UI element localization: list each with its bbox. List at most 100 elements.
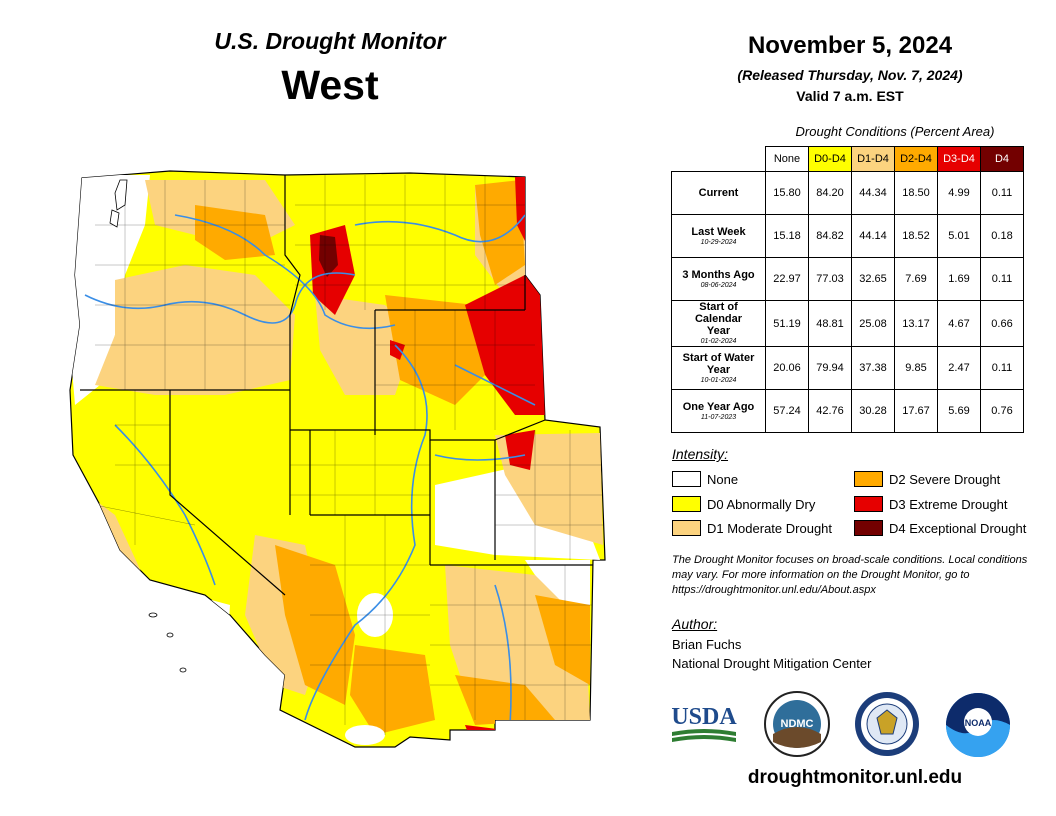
drought-map — [69, 170, 606, 748]
area-d2 — [385, 295, 495, 405]
table-cell: 9.85 — [894, 346, 938, 390]
table-header-row: None D0-D4 D1-D4 D2-D4 D3-D4 D4 — [671, 146, 1024, 172]
table-cell: 37.38 — [851, 346, 895, 390]
legend-label: D1 Moderate Drought — [707, 520, 833, 536]
ndmc-logo-text: NDMC — [781, 718, 814, 730]
table-cell: 17.67 — [894, 389, 938, 433]
col-header: D1-D4 — [851, 146, 895, 172]
table-cell: 44.34 — [851, 171, 895, 215]
noaa-logo: NOAA — [946, 693, 1010, 757]
table-row: Last Week 10-29-2024 15.18 84.82 44.14 18.52 5… — [671, 214, 1024, 258]
table-cell: 1.69 — [937, 257, 981, 301]
legend-label: D2 Severe Drought — [889, 471, 1001, 487]
row-sublabel: 10-29-2024 — [700, 238, 737, 246]
author-label: Author: — [672, 616, 718, 632]
table-row: Start of Calendar Year 01-02-2024 51.19 48.… — [671, 300, 1024, 347]
table-cell: 18.52 — [894, 214, 938, 258]
valid-time: Valid 7 a.m. EST — [796, 88, 904, 104]
noaa-logo-text: NOAA — [965, 718, 992, 728]
area-d2 — [475, 180, 525, 285]
table-cell: 7.69 — [894, 257, 938, 301]
legend-label: D3 Extreme Drought — [889, 496, 1008, 512]
disclaimer-note: The Drought Monitor focuses on broad-sca… — [672, 554, 1028, 596]
table-row: One Year Ago 11-07-2023 57.24 42.76 30.28 17.… — [671, 389, 1024, 433]
row-sublabel: 01-02-2024 — [700, 338, 737, 345]
row-label-text: Last Week — [691, 225, 746, 238]
usda-logo: USDA — [671, 704, 737, 742]
col-header: D0-D4 — [808, 146, 852, 172]
table-cell: 30.28 — [851, 389, 895, 433]
row-label: Current — [671, 171, 766, 215]
area-d2 — [455, 675, 555, 725]
legend-item-d1: D1 Moderate Drought — [672, 518, 832, 538]
table-cell: 0.11 — [980, 257, 1024, 301]
row-label: Start of Water Year 10-01-2024 — [671, 346, 766, 390]
table-cell: 22.97 — [765, 257, 809, 301]
table-cell: 0.11 — [980, 171, 1024, 215]
usda-logo-text: USDA — [671, 704, 737, 730]
col-header: D4 — [980, 146, 1024, 172]
row-sublabel: 10-01-2024 — [700, 376, 737, 384]
table-cell: 5.69 — [937, 389, 981, 433]
table-cell: 0.76 — [980, 389, 1024, 433]
legend-swatch — [672, 471, 701, 487]
area-d2 — [535, 595, 590, 685]
area-none — [525, 560, 590, 615]
row-label: Last Week 10-29-2024 — [671, 214, 766, 258]
legend-item-d0: D0 Abnormally Dry — [672, 494, 815, 514]
col-header: D3-D4 — [937, 146, 981, 172]
table-cell: 0.66 — [980, 300, 1024, 347]
row-sublabel: 08-06-2024 — [700, 281, 737, 289]
row-label-text: Current — [698, 187, 739, 199]
table-corner — [671, 146, 766, 172]
legend-swatch — [854, 471, 883, 487]
table-caption: Drought Conditions (Percent Area) — [795, 124, 995, 139]
table-cell: 20.06 — [765, 346, 809, 390]
region-title: West — [281, 62, 379, 108]
legend-label: D4 Exceptional Drought — [889, 520, 1027, 536]
map-date: November 5, 2024 — [747, 32, 953, 59]
area-d2 — [350, 645, 435, 735]
table-cell: 84.82 — [808, 214, 852, 258]
county-lines — [94, 175, 605, 735]
drought-stats-table: None D0-D4 D1-D4 D2-D4 D3-D4 D4 Current 1… — [671, 146, 1024, 433]
table-cell: 13.17 — [894, 300, 938, 347]
table-cell: 42.76 — [808, 389, 852, 433]
area-d3 — [505, 430, 535, 470]
legend-swatch — [854, 496, 883, 512]
legend-item-none: None — [672, 469, 738, 489]
legend-label: None — [707, 471, 739, 487]
legend-item-d4: D4 Exceptional Drought — [854, 518, 1026, 538]
row-label-text: Start of Calendar Year — [694, 301, 743, 337]
table-cell: 44.14 — [851, 214, 895, 258]
website-link[interactable]: droughtmonitor.unl.edu — [747, 767, 963, 788]
table-cell: 15.18 — [765, 214, 809, 258]
table-cell: 48.81 — [808, 300, 852, 347]
legend-item-d2: D2 Severe Drought — [854, 469, 1000, 489]
map-title: U.S. Drought Monitor — [214, 28, 446, 54]
legend-swatch — [854, 520, 883, 536]
area-d4 — [319, 235, 338, 277]
ndmc-logo: NDMC — [764, 691, 830, 757]
row-label-text: Start of Water Year — [682, 351, 755, 376]
area-none — [70, 175, 150, 405]
row-label-text: One Year Ago — [682, 400, 755, 413]
table-cell: 4.99 — [937, 171, 981, 215]
table-cell: 51.19 — [765, 300, 809, 347]
table-cell: 32.65 — [851, 257, 895, 301]
row-label: One Year Ago 11-07-2023 — [671, 389, 766, 433]
table-cell: 2.47 — [937, 346, 981, 390]
islands — [109, 179, 187, 673]
table-cell: 0.11 — [980, 346, 1024, 390]
table-row: Current 15.80 84.20 44.34 18.50 4.99 0.11 — [671, 171, 1024, 215]
legend-item-d3: D3 Extreme Drought — [854, 494, 1008, 514]
row-label-text: 3 Months Ago — [682, 268, 755, 281]
legend-swatch — [672, 520, 701, 536]
commerce-seal — [855, 692, 919, 756]
rivers — [84, 214, 536, 726]
area-none — [145, 585, 230, 705]
table-cell: 25.08 — [851, 300, 895, 347]
table-cell: 0.18 — [980, 214, 1024, 258]
legend-title: Intensity: — [672, 446, 729, 462]
author-name: Brian Fuchs — [672, 637, 742, 652]
